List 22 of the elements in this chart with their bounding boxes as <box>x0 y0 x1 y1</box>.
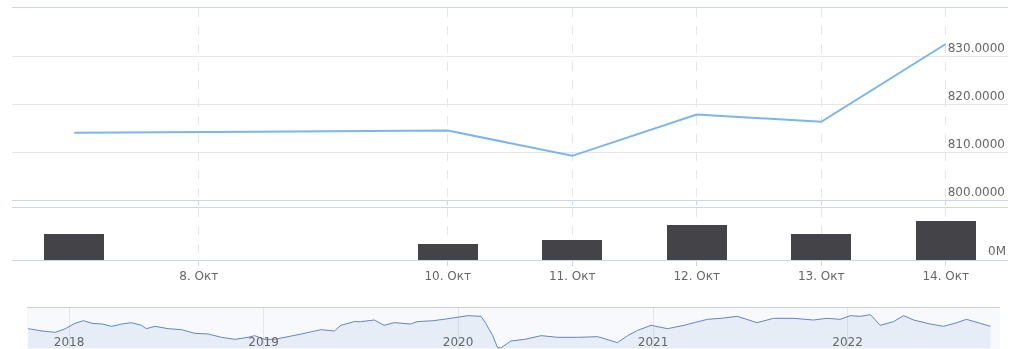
y-tick-label: 800.0000 <box>947 184 1005 199</box>
x-tick-label: 2019 <box>248 335 279 349</box>
y-tick-label: 810.0000 <box>947 136 1005 151</box>
x-tick-label: 2018 <box>53 335 85 349</box>
x-tick-label: 14. Окт <box>922 269 970 284</box>
bar <box>417 244 478 260</box>
x-tick-label: 12. Окт <box>673 269 721 284</box>
x-tick-label: 13. Окт <box>797 269 845 284</box>
bar <box>542 239 603 260</box>
x-tick-label: 10. Окт <box>424 269 472 284</box>
annotation: 0M <box>988 244 1006 258</box>
bar <box>44 234 105 260</box>
x-tick-label: 8. Окт <box>179 269 219 284</box>
x-tick-label: 11. Окт <box>548 269 596 284</box>
x-tick-label: 2021 <box>637 335 669 349</box>
bar <box>666 224 727 260</box>
bar <box>915 221 976 260</box>
x-tick-label: 2020 <box>442 335 474 349</box>
y-tick-label: 830.0000 <box>947 40 1005 55</box>
y-tick-label: 820.0000 <box>947 88 1005 103</box>
bar <box>791 234 852 260</box>
x-tick-label: 2022 <box>832 335 863 349</box>
